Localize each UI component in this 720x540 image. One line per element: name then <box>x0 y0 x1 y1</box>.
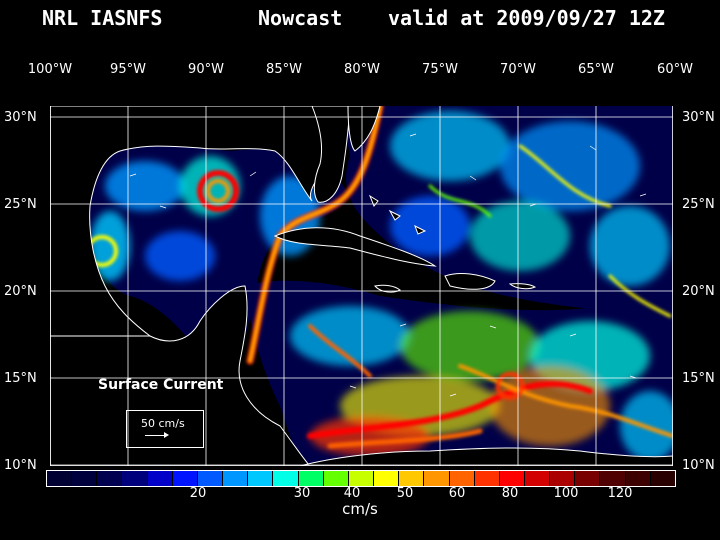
legend-swatch <box>97 471 123 486</box>
legend-swatch <box>524 471 551 486</box>
legend-swatch <box>172 471 198 486</box>
lat-label: 20°N <box>682 284 715 299</box>
legend-swatch <box>323 471 349 486</box>
legend-tick: 50 <box>396 486 414 501</box>
lon-label: 70°W <box>500 62 536 77</box>
legend-swatch <box>424 471 450 486</box>
lon-label: 65°W <box>578 62 614 77</box>
current-vectors <box>129 133 647 397</box>
legend-swatch <box>575 471 601 486</box>
legend-tick: 80 <box>501 486 519 501</box>
legend-swatch <box>298 471 324 486</box>
lat-label: 30°N <box>4 110 37 125</box>
lat-label: 10°N <box>4 458 37 473</box>
legend-tick: 40 <box>343 486 361 501</box>
lat-label: 25°N <box>682 197 715 212</box>
legend-swatch <box>399 471 425 486</box>
legend-swatch <box>273 471 299 486</box>
legend-swatch <box>499 471 525 486</box>
lat-label: 30°N <box>682 110 715 125</box>
graticule <box>50 106 673 466</box>
legend-swatch <box>374 471 400 486</box>
legend-swatch <box>650 471 675 486</box>
model-name: NRL IASNFS <box>42 6 163 30</box>
lon-label: 80°W <box>344 62 380 77</box>
legend-swatch <box>47 471 73 486</box>
legend-swatch <box>122 471 148 486</box>
current-field-svg <box>50 106 673 466</box>
legend-swatch <box>348 471 375 486</box>
land <box>50 106 673 466</box>
legend-swatch <box>625 471 651 486</box>
legend-tick: 30 <box>293 486 311 501</box>
lat-label: 20°N <box>4 284 37 299</box>
legend-tick: 100 <box>553 486 579 501</box>
legend-swatch <box>147 471 173 486</box>
legend-tick: 20 <box>189 486 207 501</box>
legend-swatch <box>197 471 224 486</box>
current-map <box>50 106 673 466</box>
legend-tick: 120 <box>607 486 633 501</box>
legend-swatch <box>474 471 500 486</box>
lon-label: 75°W <box>422 62 458 77</box>
legend-swatch <box>449 471 475 486</box>
reference-vector-box: 50 cm/s <box>126 410 204 448</box>
legend-swatch <box>248 471 274 486</box>
lon-label: 85°W <box>266 62 302 77</box>
reference-arrow-icon <box>145 432 169 438</box>
map-title: NRL IASNFS Nowcast valid at 2009/09/27 1… <box>0 6 720 34</box>
valid-time: valid at 2009/09/27 12Z <box>388 6 665 30</box>
legend-tick: 60 <box>448 486 466 501</box>
legend-swatch <box>600 471 626 486</box>
legend-swatch <box>223 471 249 486</box>
reference-vector-label: 50 cm/s <box>141 417 185 430</box>
lon-label: 90°W <box>188 62 224 77</box>
lat-label: 25°N <box>4 197 37 212</box>
lat-label: 15°N <box>682 371 715 386</box>
lat-label: 15°N <box>4 371 37 386</box>
product-name: Nowcast <box>258 6 343 30</box>
color-legend <box>46 470 676 487</box>
surface-current-label: Surface Current <box>98 377 224 393</box>
lat-label: 10°N <box>682 458 715 473</box>
lon-label: 95°W <box>110 62 146 77</box>
lon-label: 100°W <box>27 62 73 77</box>
lon-label: 60°W <box>657 62 693 77</box>
legend-units: cm/s <box>342 500 378 518</box>
legend-swatch <box>72 471 98 486</box>
legend-swatch <box>550 471 576 486</box>
